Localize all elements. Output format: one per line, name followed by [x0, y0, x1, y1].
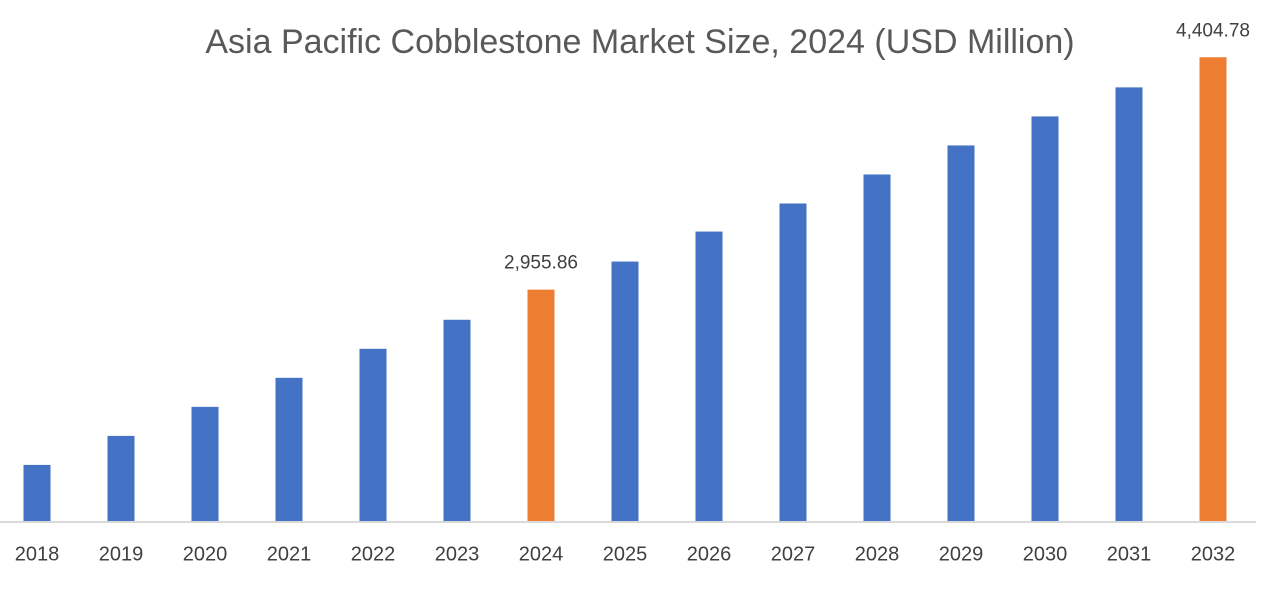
x-tick-label: 2019	[99, 543, 144, 565]
x-tick-label: 2027	[771, 543, 816, 565]
x-tick-label: 2024	[519, 543, 564, 565]
bar	[359, 348, 387, 522]
bar	[1199, 57, 1227, 522]
x-tick-label: 2020	[183, 543, 228, 565]
bar	[611, 261, 639, 522]
x-tick-label: 2021	[267, 543, 312, 565]
bar	[275, 377, 303, 522]
bar	[863, 174, 891, 522]
bar	[23, 464, 51, 522]
x-tick-label: 2029	[939, 543, 984, 565]
x-tick-label: 2030	[1023, 543, 1068, 565]
x-tick-label: 2026	[687, 543, 732, 565]
bar	[695, 231, 723, 522]
x-tick-label: 2018	[15, 543, 60, 565]
bar	[443, 319, 471, 522]
x-tick-label: 2031	[1107, 543, 1152, 565]
bar	[1115, 87, 1143, 523]
x-tick-label: 2022	[351, 543, 396, 565]
x-tick-label: 2028	[855, 543, 900, 565]
chart-title: Asia Pacific Cobblestone Market Size, 20…	[205, 23, 1074, 61]
bar	[1031, 116, 1059, 522]
value-label: 4,404.78	[1176, 20, 1250, 41]
x-tick-label: 2023	[435, 543, 480, 565]
x-tick-label: 2025	[603, 543, 648, 565]
value-label: 2,955.86	[504, 253, 578, 274]
bar	[779, 203, 807, 522]
bar	[191, 406, 219, 522]
bar	[107, 435, 135, 522]
bar	[527, 289, 555, 522]
bar	[947, 145, 975, 523]
x-tick-label: 2032	[1191, 543, 1236, 565]
